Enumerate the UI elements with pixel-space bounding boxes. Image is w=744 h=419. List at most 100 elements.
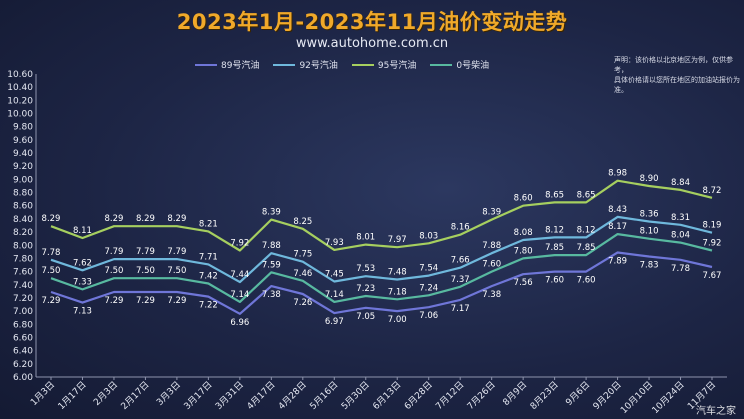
data-label: 8.84 xyxy=(671,178,690,188)
data-label: 8.21 xyxy=(199,219,218,229)
y-tick-label: 9.20 xyxy=(13,162,33,172)
data-label: 7.79 xyxy=(104,247,123,257)
y-tick-label: 6.80 xyxy=(13,320,33,330)
data-label: 7.60 xyxy=(482,260,501,270)
data-label: 7.24 xyxy=(419,283,438,293)
data-label: 7.46 xyxy=(293,269,312,279)
data-label: 7.78 xyxy=(42,248,61,258)
legend-swatch-95 xyxy=(351,63,374,66)
y-tick-label: 6.60 xyxy=(13,333,33,343)
data-label: 7.26 xyxy=(293,298,312,308)
data-label: 7.06 xyxy=(419,311,438,321)
x-tick-label: 4月28日 xyxy=(276,379,309,412)
data-label: 8.36 xyxy=(640,210,659,220)
legend-swatch-89 xyxy=(195,63,217,66)
data-label: 7.23 xyxy=(356,284,375,294)
data-label: 7.37 xyxy=(451,275,470,285)
data-label: 8.29 xyxy=(136,214,155,224)
data-label: 7.83 xyxy=(640,260,659,270)
data-label: 7.79 xyxy=(136,247,155,257)
data-label: 8.03 xyxy=(419,231,438,241)
data-label: 8.39 xyxy=(482,208,501,218)
data-label: 7.75 xyxy=(293,250,312,260)
disclaimer-note: 声明：该价格以北京地区为例，仅供参考， 具体价格请以您所在地区的加油站报价为准。 xyxy=(614,55,740,95)
data-label: 7.13 xyxy=(73,307,92,317)
legend-label-89: 89号汽油 xyxy=(221,61,260,71)
x-tick-label: 4月17日 xyxy=(245,379,278,412)
y-tick-label: 7.20 xyxy=(13,294,33,304)
x-tick-label: 3月3日 xyxy=(154,379,183,408)
y-tick-label: 7.00 xyxy=(13,307,33,317)
y-tick-label: 7.40 xyxy=(13,281,33,291)
data-label: 8.29 xyxy=(104,214,123,224)
data-label: 7.88 xyxy=(262,241,281,251)
x-tick-label: 9月6日 xyxy=(564,379,593,408)
data-label: 7.50 xyxy=(136,266,155,276)
data-label: 8.65 xyxy=(577,190,596,200)
y-tick-label: 8.40 xyxy=(13,215,33,225)
data-label: 7.00 xyxy=(388,315,407,325)
x-tick-label: 6月13日 xyxy=(371,379,404,412)
data-label: 7.14 xyxy=(230,290,249,300)
y-tick-label: 6.20 xyxy=(13,360,33,370)
y-tick-label: 7.80 xyxy=(13,254,33,264)
data-label: 6.96 xyxy=(230,318,249,328)
data-label: 7.05 xyxy=(356,312,375,322)
data-label: 7.56 xyxy=(514,278,533,288)
data-label: 8.11 xyxy=(73,226,92,236)
y-tick-label: 10.60 xyxy=(7,70,33,80)
x-tick-label: 3月31日 xyxy=(213,379,246,412)
x-tick-label: 7月12日 xyxy=(434,379,467,412)
y-tick-label: 8.60 xyxy=(13,202,33,212)
data-label: 7.67 xyxy=(703,271,722,281)
data-label: 8.04 xyxy=(671,231,690,241)
x-tick-label: 2月17日 xyxy=(119,379,152,412)
legend-swatch-0 xyxy=(430,63,453,66)
data-label: 8.90 xyxy=(640,174,659,184)
data-label: 7.33 xyxy=(73,277,92,287)
x-tick-label: 10月10日 xyxy=(618,379,655,416)
data-label: 7.42 xyxy=(199,271,218,281)
data-label: 7.29 xyxy=(136,296,155,306)
legend-label-92: 92号汽油 xyxy=(299,61,338,71)
data-label: 7.53 xyxy=(356,264,375,274)
data-label: 7.62 xyxy=(73,258,92,268)
data-label: 7.38 xyxy=(482,290,501,300)
data-label: 8.16 xyxy=(451,223,470,233)
legend-item-0: 0号柴油 xyxy=(430,58,489,71)
x-tick-label: 6月28日 xyxy=(402,379,435,412)
x-tick-label: 8月23日 xyxy=(528,379,561,412)
x-tick-label: 1月3日 xyxy=(29,379,58,408)
x-tick-label: 9月20日 xyxy=(591,379,624,412)
legend-swatch-92 xyxy=(273,63,296,66)
data-label: 8.98 xyxy=(608,169,627,179)
data-label: 8.29 xyxy=(167,214,186,224)
y-tick-label: 7.60 xyxy=(13,268,33,278)
legend-label-95: 95号汽油 xyxy=(377,61,417,71)
y-tick-label: 8.80 xyxy=(13,189,33,199)
data-label: 7.80 xyxy=(514,246,533,256)
data-label: 7.29 xyxy=(104,296,123,306)
data-label: 8.12 xyxy=(577,225,596,235)
data-label: 8.60 xyxy=(514,194,533,204)
series-line-1 xyxy=(50,215,713,284)
x-tick-label: 10月24日 xyxy=(650,379,687,416)
data-label: 7.79 xyxy=(167,247,186,257)
data-label: 7.85 xyxy=(577,243,596,253)
series-line-2 xyxy=(50,179,713,252)
x-tick-label: 2月3日 xyxy=(91,379,120,408)
y-tick-label: 10.00 xyxy=(7,110,33,120)
data-label: 8.25 xyxy=(293,217,312,227)
data-label: 8.72 xyxy=(703,186,722,196)
data-label: 7.48 xyxy=(388,268,407,278)
data-label: 7.88 xyxy=(482,241,501,251)
x-tick-label: 1月17日 xyxy=(56,379,89,412)
data-label: 8.12 xyxy=(545,225,564,235)
y-tick-label: 8.00 xyxy=(13,241,33,251)
data-label: 7.85 xyxy=(545,243,564,253)
data-label: 7.92 xyxy=(703,239,722,249)
y-tick-label: 9.60 xyxy=(13,136,33,146)
data-label: 7.18 xyxy=(388,287,407,297)
disclaimer-line-1: 声明：该价格以北京地区为例，仅供参考， xyxy=(614,56,733,74)
